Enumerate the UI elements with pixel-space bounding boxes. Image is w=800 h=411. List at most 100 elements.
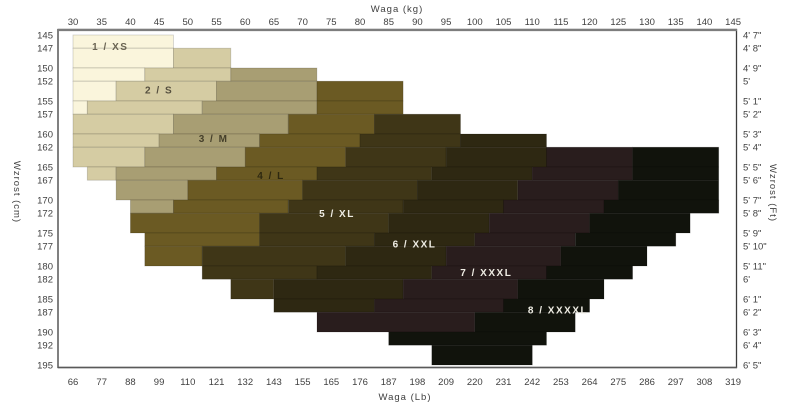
size-step-rect bbox=[72, 67, 146, 82]
right-tick: 5' 8" bbox=[743, 209, 761, 220]
bottom-tick: 155 bbox=[295, 377, 311, 388]
size-label-xxl: 6 / XXL bbox=[393, 240, 437, 251]
size-step-rect bbox=[115, 179, 189, 201]
bottom-tick: 143 bbox=[266, 377, 282, 388]
left-tick: 157 bbox=[37, 110, 53, 121]
size-step-rect bbox=[445, 245, 562, 267]
size-step-rect bbox=[86, 166, 117, 181]
bottom-tick: 88 bbox=[125, 377, 136, 388]
size-step-rect bbox=[373, 113, 461, 135]
bottom-tick: 77 bbox=[96, 377, 107, 388]
size-step-rect bbox=[546, 146, 633, 168]
size-step-rect bbox=[144, 245, 203, 267]
left-axis-title: Wzrost (cm) bbox=[11, 161, 22, 223]
bottom-tick: 121 bbox=[209, 377, 225, 388]
size-step-rect bbox=[230, 278, 275, 300]
size-label-xxxl: 7 / XXXL bbox=[460, 268, 512, 279]
size-step-rect bbox=[273, 298, 375, 313]
size-step-rect bbox=[560, 245, 648, 267]
bottom-tick: 187 bbox=[381, 377, 397, 388]
left-tick: 187 bbox=[37, 308, 53, 319]
top-tick: 130 bbox=[639, 17, 655, 28]
right-tick: 4' 8" bbox=[743, 44, 761, 55]
right-tick: 6' 2" bbox=[743, 308, 761, 319]
size-step-rect bbox=[517, 179, 619, 201]
left-tick: 167 bbox=[37, 176, 53, 187]
size-step-rect bbox=[445, 146, 547, 168]
size-step-rect bbox=[259, 232, 375, 247]
right-tick: 6' 1" bbox=[743, 295, 761, 306]
top-tick: 105 bbox=[496, 17, 512, 28]
left-tick: 145 bbox=[37, 31, 53, 42]
left-tick: 160 bbox=[37, 130, 53, 141]
size-label-s: 2 / S bbox=[145, 86, 173, 97]
bottom-tick: 99 bbox=[154, 377, 165, 388]
size-step-rect bbox=[603, 199, 720, 214]
top-tick: 120 bbox=[582, 17, 598, 28]
right-tick: 5' 7" bbox=[743, 196, 761, 207]
left-tick: 182 bbox=[37, 275, 53, 286]
size-step-rect bbox=[632, 146, 720, 168]
size-step-rect bbox=[144, 146, 246, 168]
size-step-rect bbox=[388, 331, 547, 346]
size-step-rect bbox=[172, 199, 289, 214]
right-tick: 5' 5" bbox=[743, 163, 761, 174]
size-label-l: 4 / L bbox=[257, 171, 285, 182]
top-tick: 40 bbox=[125, 17, 136, 28]
bottom-tick: 165 bbox=[323, 377, 339, 388]
left-tick: 155 bbox=[37, 97, 53, 108]
size-step-rect bbox=[388, 212, 490, 234]
left-tick: 162 bbox=[37, 143, 53, 154]
size-region-xxxxl: 8 / XXXXL bbox=[388, 146, 720, 366]
size-step-rect bbox=[273, 278, 404, 300]
size-step-rect bbox=[517, 278, 605, 300]
left-tick: 192 bbox=[37, 341, 53, 352]
left-tick: 147 bbox=[37, 44, 53, 55]
size-step-rect bbox=[72, 100, 88, 115]
size-step-rect bbox=[316, 166, 433, 181]
size-region-xl: 5 / XL bbox=[201, 113, 461, 300]
size-step-rect bbox=[316, 311, 476, 333]
size-regions: 1 / XS 2 / S 3 / M 4 / L 5 / XL 6 / XXL 7 / XX… bbox=[72, 34, 720, 366]
size-step-rect bbox=[316, 265, 433, 280]
size-step-rect bbox=[546, 265, 633, 280]
top-tick: 115 bbox=[553, 17, 568, 28]
left-tick: 177 bbox=[37, 242, 53, 253]
size-step-rect bbox=[72, 146, 146, 168]
size-step-rect bbox=[72, 80, 117, 102]
size-step-rect bbox=[172, 113, 289, 135]
size-step-rect bbox=[316, 100, 404, 115]
bottom-axis-title: Waga (Lb) bbox=[379, 392, 432, 403]
size-region-xs: 1 / XS bbox=[72, 34, 174, 115]
top-tick: 135 bbox=[668, 17, 684, 28]
size-label-xs: 1 / XS bbox=[92, 42, 128, 53]
right-tick: 5' 9" bbox=[743, 229, 761, 240]
bottom-tick: 264 bbox=[582, 377, 598, 388]
size-step-rect bbox=[359, 133, 461, 148]
bottom-tick: 209 bbox=[438, 377, 454, 388]
right-tick: 5' 3" bbox=[743, 130, 761, 141]
size-step-rect bbox=[531, 166, 634, 181]
size-step-rect bbox=[402, 199, 504, 214]
top-tick: 80 bbox=[355, 17, 366, 28]
size-step-rect bbox=[144, 67, 232, 82]
top-tick: 145 bbox=[725, 17, 741, 28]
top-tick: 30 bbox=[68, 17, 79, 28]
bottom-tick: 220 bbox=[467, 377, 483, 388]
right-tick: 5' bbox=[743, 77, 750, 88]
bottom-tick: 231 bbox=[496, 377, 512, 388]
right-tick: 4' 9" bbox=[743, 64, 761, 75]
top-tick: 55 bbox=[211, 17, 222, 28]
bottom-tick: 66 bbox=[68, 377, 79, 388]
bottom-tick: 176 bbox=[352, 377, 368, 388]
bottom-tick: 275 bbox=[610, 377, 626, 388]
size-step-rect bbox=[187, 179, 304, 201]
left-tick: 172 bbox=[37, 209, 53, 220]
size-step-rect bbox=[287, 113, 375, 135]
left-tick: 152 bbox=[37, 77, 53, 88]
size-step-rect bbox=[402, 278, 519, 300]
bottom-tick: 286 bbox=[639, 377, 655, 388]
top-tick: 65 bbox=[269, 17, 280, 28]
